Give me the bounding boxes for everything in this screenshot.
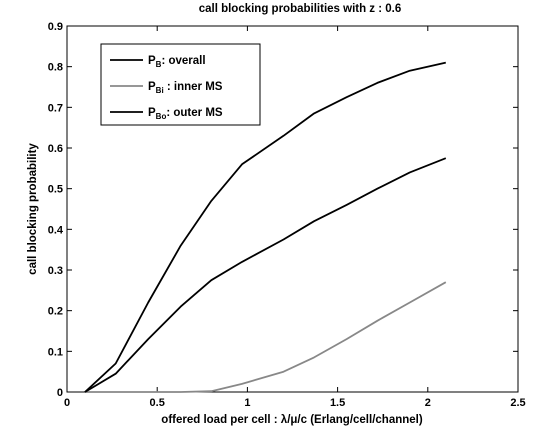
y-tick-label: 0.7 xyxy=(48,102,63,114)
y-tick-label: 0.1 xyxy=(48,346,63,358)
y-tick-label: 0 xyxy=(57,387,63,399)
y-tick-label: 0.2 xyxy=(48,306,63,318)
legend-label-sub: Bi xyxy=(156,86,164,95)
y-tick-label: 0.8 xyxy=(48,62,63,74)
legend-label-rest: : outer MS xyxy=(166,107,223,119)
x-tick-label: 1 xyxy=(244,397,250,409)
y-tick-label: 0.9 xyxy=(48,21,63,33)
legend-label-sub: Bo xyxy=(156,112,167,121)
legend-label-rest: : inner MS xyxy=(164,81,223,93)
y-tick-label: 0.4 xyxy=(48,224,64,236)
x-tick-label: 2 xyxy=(425,397,431,409)
x-tick-label: 0.5 xyxy=(150,397,165,409)
y-tick-label: 0.3 xyxy=(48,265,63,277)
legend-label-rest: : overall xyxy=(161,55,205,67)
chart-title: call blocking probabilities with z : 0.6 xyxy=(199,3,402,15)
y-tick-label: 0.6 xyxy=(48,143,63,155)
y-axis-label: call blocking probability xyxy=(27,143,39,275)
x-tick-label: 1.5 xyxy=(330,397,345,409)
x-tick-label: 0 xyxy=(64,397,70,409)
y-tick-label: 0.5 xyxy=(48,184,63,196)
x-tick-label: 2.5 xyxy=(510,397,525,409)
x-axis-label: offered load per cell : λ/μ/c (Erlang/ce… xyxy=(161,414,423,426)
